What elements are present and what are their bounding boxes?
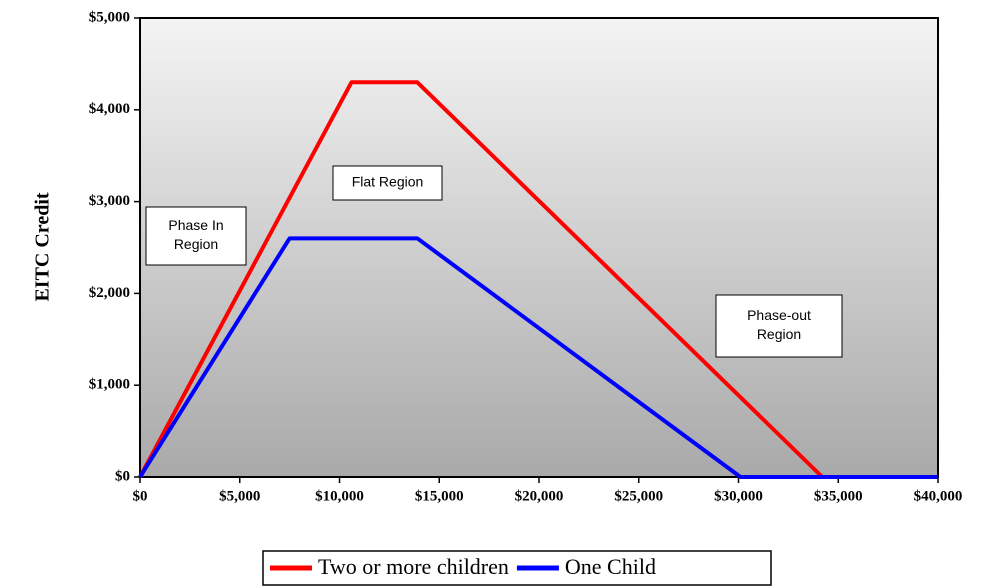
x-tick-label: $40,000 <box>914 488 963 504</box>
y-tick-label: $1,000 <box>89 377 130 393</box>
annotation-text: Phase-out <box>747 307 811 323</box>
annotation-box <box>715 294 843 358</box>
x-tick-label: $20,000 <box>515 488 564 504</box>
y-tick-label: $5,000 <box>89 9 130 25</box>
x-tick-label: $35,000 <box>814 488 863 504</box>
x-tick-label: $15,000 <box>415 488 464 504</box>
y-tick-label: $0 <box>115 468 130 484</box>
annotation-text: Region <box>757 326 801 342</box>
x-tick-label: $10,000 <box>315 488 364 504</box>
x-tick-label: $5,000 <box>219 488 260 504</box>
y-tick-label: $3,000 <box>89 193 130 209</box>
plot-area <box>139 17 939 478</box>
legend-label: One Child <box>565 554 656 579</box>
x-tick-label: $30,000 <box>714 488 763 504</box>
x-tick-label: $0 <box>133 488 148 504</box>
y-axis-label: EITC Credit <box>32 192 54 301</box>
series-line <box>138 236 938 479</box>
legend-label: Two or more children <box>318 554 509 579</box>
y-tick-label: $2,000 <box>89 285 130 301</box>
annotation-text: Flat Region <box>352 174 424 190</box>
annotation-text: Phase In <box>168 217 223 233</box>
annotation-text: Region <box>174 236 218 252</box>
annotation-box <box>145 206 247 266</box>
x-tick-label: $25,000 <box>614 488 663 504</box>
y-tick-label: $4,000 <box>89 101 130 117</box>
annotation-box <box>332 165 443 201</box>
